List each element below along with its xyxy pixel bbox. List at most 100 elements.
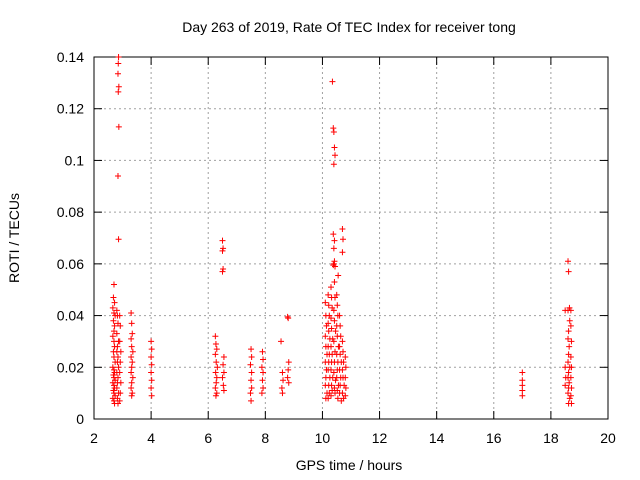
data-point [325, 395, 332, 402]
data-point [285, 379, 292, 386]
data-point [519, 387, 526, 394]
data-point [339, 390, 346, 397]
data-point [128, 364, 135, 371]
data-point [566, 395, 573, 402]
data-point [111, 322, 118, 329]
data-point [220, 266, 227, 273]
data-point [114, 353, 121, 360]
data-point [284, 313, 291, 320]
data-point [117, 379, 124, 386]
data-point [117, 390, 124, 397]
data-point [247, 390, 254, 397]
data-point [519, 382, 526, 389]
data-point [519, 377, 526, 384]
data-point [568, 384, 575, 391]
x-tick-label: 12 [372, 430, 388, 446]
data-point [110, 281, 117, 288]
data-point [110, 397, 117, 404]
data-point [148, 346, 155, 353]
data-point [331, 278, 338, 285]
data-point [213, 346, 220, 353]
data-point [248, 384, 255, 391]
data-point [330, 245, 337, 252]
data-point [148, 353, 155, 360]
data-point [109, 333, 116, 340]
data-point [285, 315, 292, 322]
data-point [113, 307, 120, 314]
data-point [565, 335, 572, 342]
data-point [328, 325, 335, 332]
data-point [329, 78, 336, 85]
y-tick-label: 0.12 [57, 101, 84, 117]
y-axis-label: ROTI / TECUs [6, 193, 22, 283]
data-point [567, 374, 574, 381]
data-point [129, 359, 136, 366]
data-point [566, 304, 573, 311]
data-point [260, 384, 267, 391]
data-point [333, 291, 340, 298]
data-point [328, 392, 335, 399]
data-point [342, 364, 349, 371]
y-tick-label: 0.02 [57, 359, 84, 375]
data-point [110, 366, 117, 373]
data-point [219, 237, 226, 244]
data-point [220, 245, 227, 252]
data-point [565, 359, 572, 366]
data-point [322, 299, 329, 306]
data-point [114, 172, 121, 179]
data-point [332, 377, 339, 384]
chart-title: Day 263 of 2019, Rate Of TEC Index for r… [182, 19, 516, 35]
x-tick-label: 10 [315, 430, 331, 446]
data-point [325, 328, 332, 335]
x-tick-labels: 2 4 6 8 10 12 14 16 18 20 [90, 430, 616, 446]
data-point [278, 384, 285, 391]
data-point [330, 338, 337, 345]
data-point [285, 359, 292, 366]
data-point [110, 372, 117, 379]
data-point [248, 353, 255, 360]
data-point [129, 374, 136, 381]
x-axis-label: GPS time / hours [296, 457, 403, 473]
axis-ticks [93, 56, 609, 420]
data-point [568, 338, 575, 345]
data-point [220, 369, 227, 376]
data-point [117, 359, 124, 366]
data-point [342, 384, 349, 391]
x-tick-label: 14 [429, 430, 445, 446]
data-point [129, 330, 136, 337]
data-point [565, 369, 572, 376]
data-point [148, 361, 155, 368]
data-point [111, 299, 118, 306]
x-tick-label: 20 [600, 430, 616, 446]
data-point [566, 343, 573, 350]
data-point [128, 369, 135, 376]
y-tick-label: 0.04 [57, 308, 84, 324]
data-point [260, 356, 267, 363]
data-point [248, 377, 255, 384]
data-point [110, 382, 117, 389]
data-point [284, 374, 291, 381]
data-point [110, 317, 117, 324]
data-point [339, 338, 346, 345]
data-point [336, 312, 343, 319]
data-point [332, 328, 339, 335]
data-point [129, 348, 136, 355]
data-point [213, 359, 220, 366]
data-point [128, 343, 135, 350]
data-point [330, 369, 337, 376]
y-tick-label: 0.1 [65, 152, 85, 168]
x-tick-label: 6 [204, 430, 212, 446]
data-point [332, 152, 339, 159]
data-point [337, 333, 344, 340]
data-point [279, 369, 286, 376]
data-point [279, 390, 286, 397]
data-point [116, 338, 123, 345]
data-point [328, 284, 335, 291]
data-point [331, 384, 338, 391]
data-point [109, 304, 116, 311]
data-point [214, 364, 221, 371]
data-point [565, 258, 572, 265]
data-point [212, 392, 219, 399]
data-point [213, 379, 220, 386]
